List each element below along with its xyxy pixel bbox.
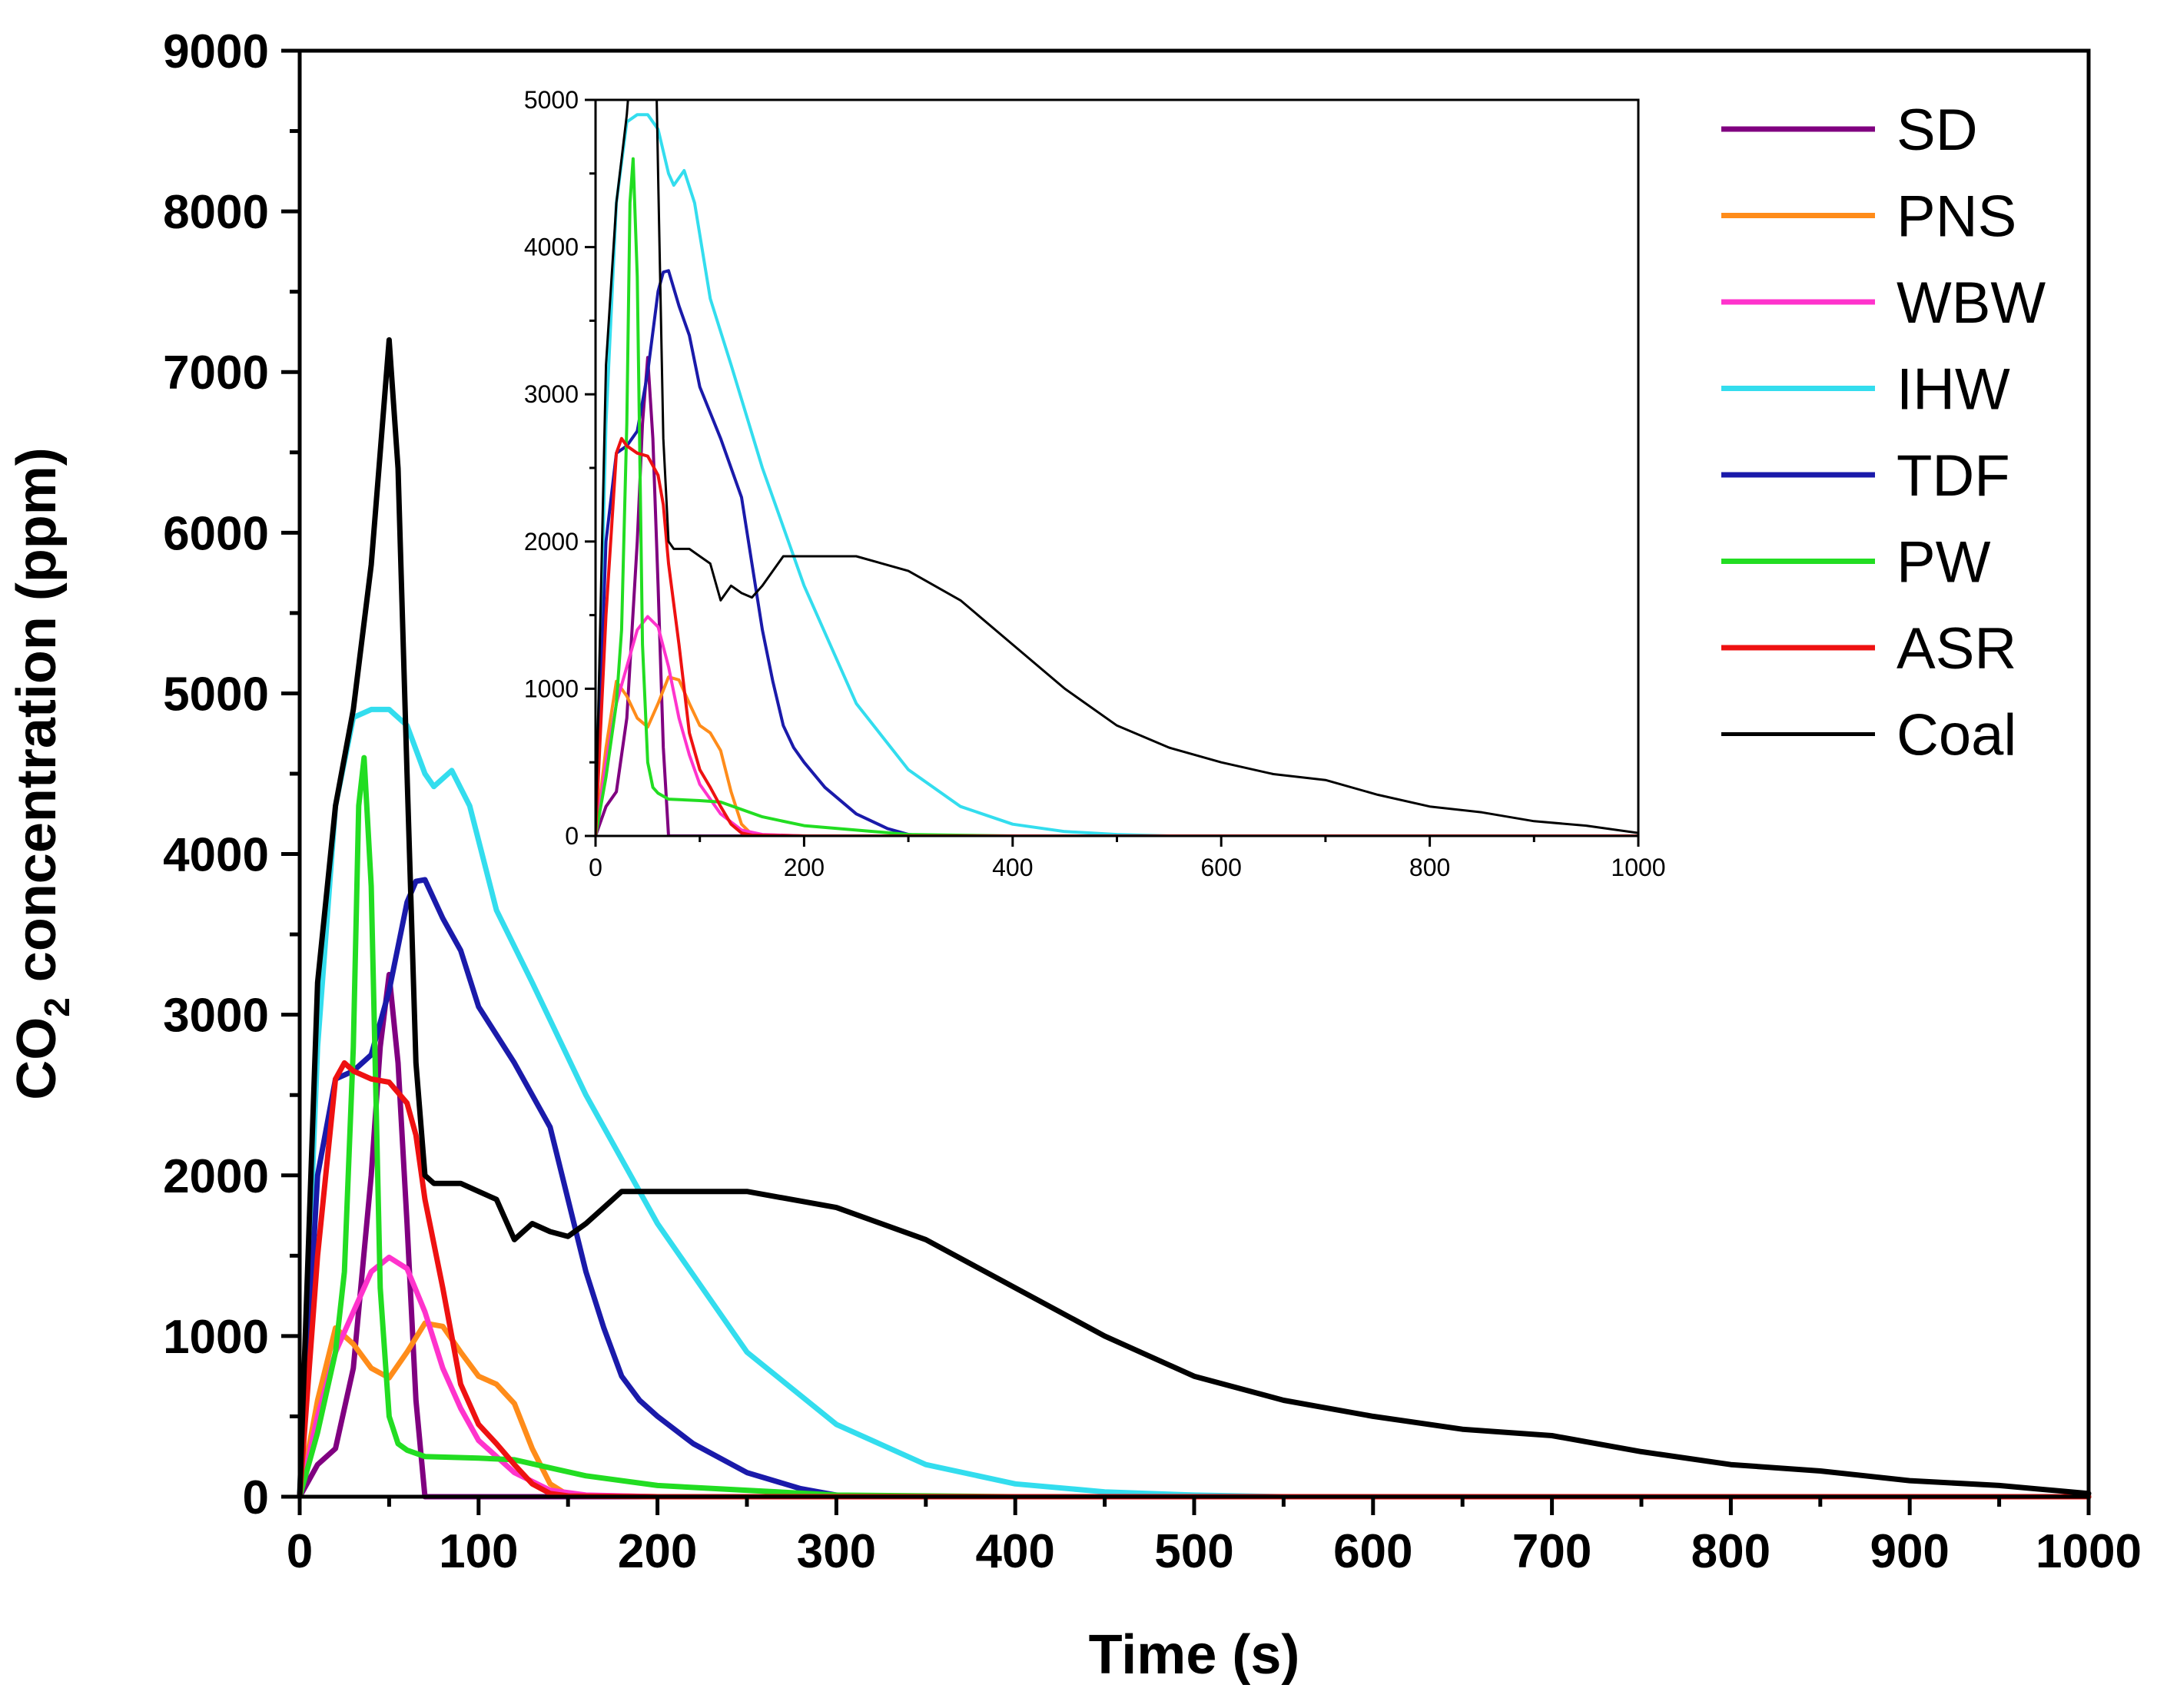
main-x-tick-label: 300 <box>797 1525 876 1578</box>
y-title-suffix: concentration (ppm) <box>6 447 68 997</box>
main-x-tick-label: 500 <box>1154 1525 1233 1578</box>
y-title-prefix: CO <box>6 1017 68 1100</box>
main-y-tick-label: 6000 <box>163 507 269 560</box>
main-y-tick-label: 5000 <box>163 668 269 721</box>
inset-series-ihw <box>596 113 1638 836</box>
main-x-axis-title: Time (s) <box>1089 1624 1300 1686</box>
main-x-tick-label: 800 <box>1691 1525 1770 1578</box>
inset-x-tick-label: 400 <box>992 854 1033 881</box>
legend-label-pns: PNS <box>1897 184 2016 250</box>
main-y-tick-label: 9000 <box>163 25 269 78</box>
y-title-subscript: 2 <box>37 997 77 1017</box>
inset-x-tick-label: 1000 <box>1611 854 1665 881</box>
inset-series-wbw <box>596 615 1638 836</box>
inset-x-tick-label: 600 <box>1201 854 1242 881</box>
legend-label-sd: SD <box>1897 98 1978 163</box>
inset-x-tick-label: 800 <box>1409 854 1450 881</box>
inset-y-tick-label: 4000 <box>524 234 579 261</box>
main-x-tick-label: 0 <box>287 1525 313 1578</box>
main-y-tick-label: 2000 <box>163 1150 269 1203</box>
main-y-axis-title: CO2 concentration (ppm) <box>6 447 77 1100</box>
main-x-tick-label: 600 <box>1333 1525 1412 1578</box>
main-series-wbw <box>297 1254 2092 1500</box>
main-y-tick-label: 3000 <box>163 990 269 1043</box>
main-series-tdf <box>297 877 2092 1500</box>
inset-series-pw <box>596 157 1638 836</box>
legend-label-asr: ASR <box>1897 616 2016 682</box>
inset-y-tick-label: 5000 <box>524 86 579 114</box>
main-plot: 0 100 200 300 400 500 600 700 800 900 100001000200… <box>6 25 2142 1686</box>
inset-x-tick-label: 200 <box>784 854 825 881</box>
main-y-tick-label: 4000 <box>163 829 269 882</box>
inset-y-tick-label: 2000 <box>524 528 579 556</box>
inset-series-asr <box>596 436 1638 836</box>
inset-y-tick-label: 3000 <box>524 380 579 408</box>
main-x-tick-label: 1000 <box>2036 1525 2142 1578</box>
main-x-tick-label: 700 <box>1512 1525 1591 1578</box>
inset-series-coal <box>596 100 1638 836</box>
main-x-tick-label: 100 <box>439 1525 518 1578</box>
inset-y-tick-label: 1000 <box>524 675 579 702</box>
main-y-tick-label: 8000 <box>163 186 269 239</box>
legend-label-ihw: IHW <box>1897 357 2010 423</box>
main-series-asr <box>297 1060 2092 1500</box>
main-y-tick-label: 7000 <box>163 347 269 400</box>
legend-label-tdf: TDF <box>1897 443 2010 509</box>
main-series-ihw <box>297 706 2092 1500</box>
inset-x-tick-label: 0 <box>589 854 602 881</box>
main-y-tick-label: 0 <box>243 1471 269 1524</box>
main-x-tick-label: 200 <box>618 1525 697 1578</box>
inset-y-tick-label: 0 <box>565 822 579 850</box>
inset-background <box>596 100 1638 836</box>
inset-plot: 0 200 400 600 800 1000 0 1000 2000 3000 4000 5000 <box>524 86 1666 881</box>
legend-label-coal: Coal <box>1897 703 2016 768</box>
main-series-pw <box>297 755 2092 1500</box>
legend: SD PNS WBW IHW TDF PW ASR Coal <box>1721 98 2046 768</box>
legend-label-wbw: WBW <box>1897 270 2046 336</box>
main-series-coal <box>297 337 2092 1500</box>
main-y-tick-label: 1000 <box>163 1311 269 1364</box>
legend-label-pw: PW <box>1897 530 1991 595</box>
inset-series-group <box>596 100 1638 836</box>
main-x-tick-label: 400 <box>975 1525 1054 1578</box>
main-x-tick-label: 900 <box>1870 1525 1949 1578</box>
